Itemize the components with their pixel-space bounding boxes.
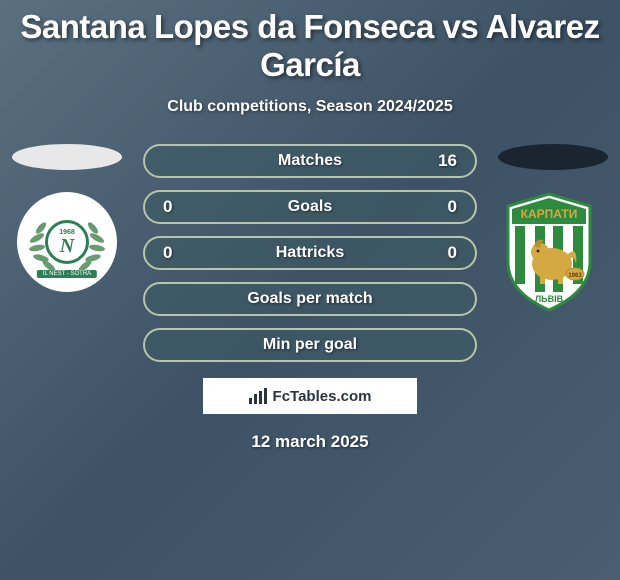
stat-right-value: 0 [417, 243, 457, 263]
subtitle: Club competitions, Season 2024/2025 [167, 98, 452, 116]
right-club-logo: КАРПАТИ 1963 [500, 192, 606, 322]
chart-icon [249, 388, 269, 404]
karpaty-shield-icon: КАРПАТИ 1963 [500, 192, 598, 312]
stat-row-hattricks: 0 Hattricks 0 [143, 236, 477, 270]
stat-label: Hattricks [203, 244, 417, 262]
stat-label: Goals [203, 198, 417, 216]
stat-right-value: 16 [417, 151, 457, 171]
stats-column: Matches 16 0 Goals 0 0 Hattricks 0 Goals… [143, 144, 477, 362]
comparison-card: Santana Lopes da Fonseca vs Alvarez Garc… [0, 0, 620, 460]
brand-box[interactable]: FcTables.com [203, 378, 417, 414]
club-letter: N [60, 236, 74, 256]
player-photo-placeholder-right [498, 144, 608, 170]
date-label: 12 march 2025 [251, 432, 368, 452]
stat-label: Goals per match [203, 290, 417, 308]
stat-left-value: 0 [163, 243, 203, 263]
club-name-bottom: ЛЬВІВ [535, 294, 564, 304]
nest-center-badge: 1968 N [45, 220, 89, 264]
brand-label: FcTables.com [273, 388, 372, 405]
stat-row-matches: Matches 16 [143, 144, 477, 178]
stat-row-min-per-goal: Min per goal [143, 328, 477, 362]
stat-right-value: 0 [417, 197, 457, 217]
stat-row-goals-per-match: Goals per match [143, 282, 477, 316]
left-club-logo: 1968 N IL NEST - SOTRA [17, 192, 117, 292]
player-photo-placeholder-left [12, 144, 122, 170]
stat-label: Min per goal [203, 336, 417, 354]
right-column: КАРПАТИ 1963 [495, 144, 611, 322]
page-title: Santana Lopes da Fonseca vs Alvarez Garc… [0, 8, 620, 84]
main-content: 1968 N IL NEST - SOTRA Matches 16 0 Goal… [0, 144, 620, 362]
club-name-top: КАРПАТИ [521, 207, 578, 221]
nest-sotra-badge: 1968 N IL NEST - SOTRA [23, 198, 111, 286]
club-name-banner: IL NEST - SOTRA [37, 270, 97, 278]
left-column: 1968 N IL NEST - SOTRA [9, 144, 125, 292]
stat-label: Matches [203, 152, 417, 170]
stat-left-value: 0 [163, 197, 203, 217]
club-year: 1963 [568, 273, 582, 279]
stat-row-goals: 0 Goals 0 [143, 190, 477, 224]
